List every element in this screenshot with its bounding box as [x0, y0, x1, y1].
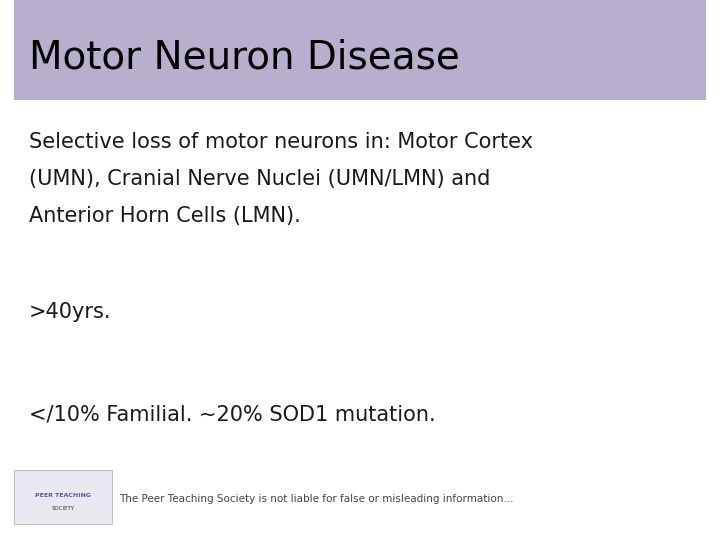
- Text: Selective loss of motor neurons in: Motor Cortex: Selective loss of motor neurons in: Moto…: [29, 132, 533, 152]
- Text: PEER TEACHING: PEER TEACHING: [35, 493, 91, 498]
- Text: Motor Neuron Disease: Motor Neuron Disease: [29, 39, 459, 77]
- Text: (UMN), Cranial Nerve Nuclei (UMN/LMN) and: (UMN), Cranial Nerve Nuclei (UMN/LMN) an…: [29, 169, 490, 189]
- Text: >40yrs.: >40yrs.: [29, 302, 112, 322]
- Text: The Peer Teaching Society is not liable for false or misleading information...: The Peer Teaching Society is not liable …: [119, 495, 513, 504]
- Text: Anterior Horn Cells (LMN).: Anterior Horn Cells (LMN).: [29, 206, 300, 226]
- FancyBboxPatch shape: [14, 0, 706, 100]
- FancyBboxPatch shape: [14, 470, 112, 524]
- Text: SOCIETY: SOCIETY: [52, 506, 75, 511]
- Text: </10% Familial. ~20% SOD1 mutation.: </10% Familial. ~20% SOD1 mutation.: [29, 405, 436, 425]
